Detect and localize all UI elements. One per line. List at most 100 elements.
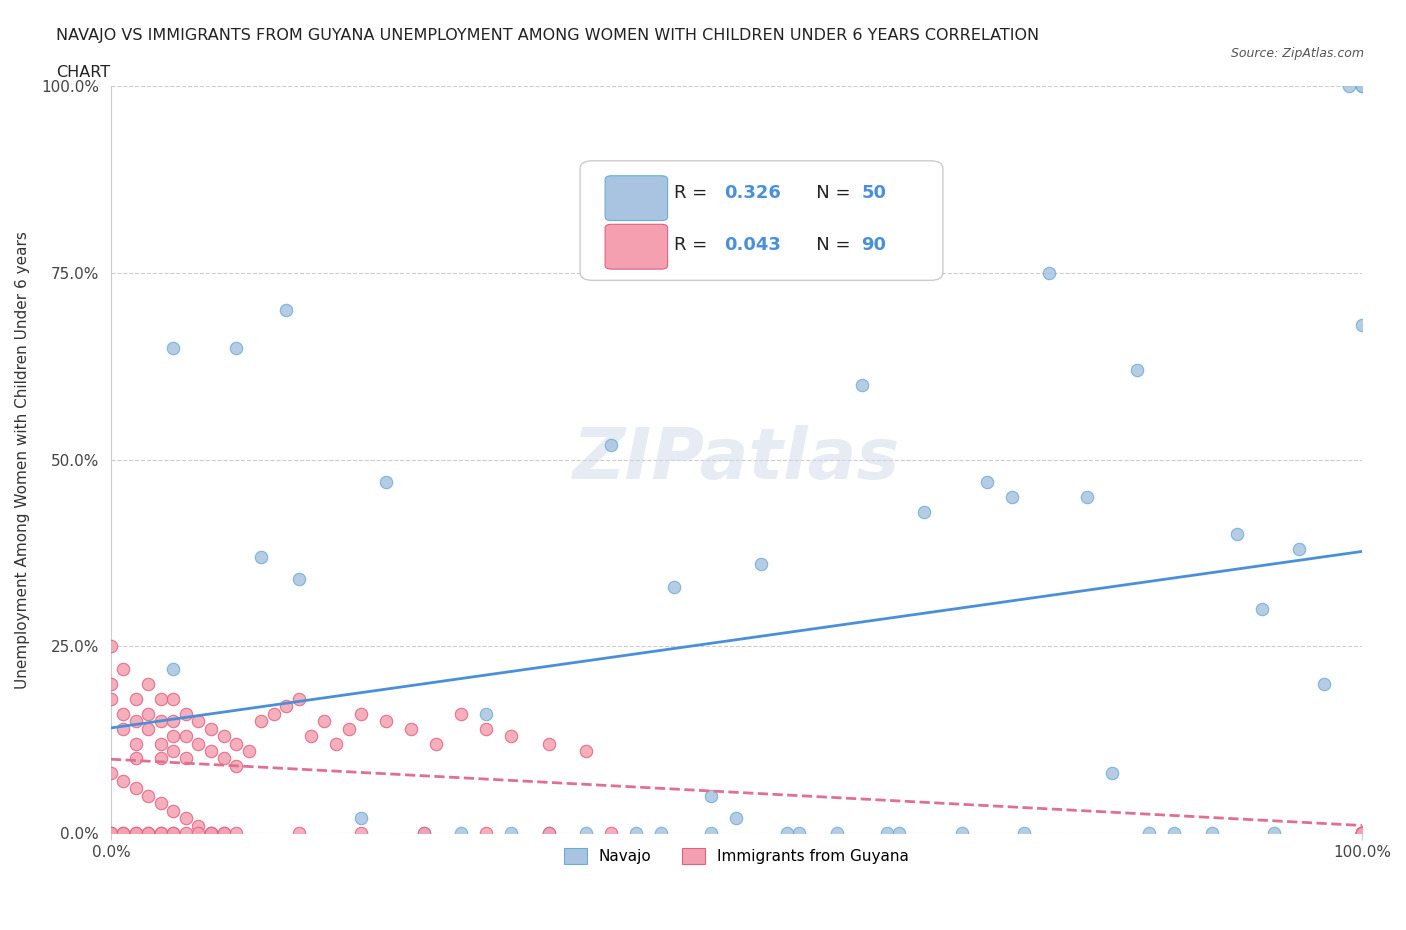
Point <box>112 826 135 841</box>
Point <box>149 713 172 728</box>
Text: N =: N = <box>799 236 856 254</box>
Point <box>1137 826 1160 841</box>
Point <box>1076 489 1098 504</box>
Point <box>1351 826 1374 841</box>
Text: 0.043: 0.043 <box>724 236 780 254</box>
Point <box>412 826 434 841</box>
FancyBboxPatch shape <box>605 224 668 269</box>
Point <box>537 826 560 841</box>
Point <box>162 713 184 728</box>
Point <box>662 579 685 594</box>
Point <box>650 826 672 841</box>
FancyBboxPatch shape <box>581 161 943 280</box>
Point <box>1351 826 1374 841</box>
Point <box>162 744 184 759</box>
Point <box>287 572 309 587</box>
Point <box>138 706 160 721</box>
Point <box>162 826 184 841</box>
Point <box>575 826 598 841</box>
Point <box>174 728 197 743</box>
Text: CHART: CHART <box>56 65 110 80</box>
Point <box>125 751 148 766</box>
Point <box>138 789 160 804</box>
Point <box>100 691 122 706</box>
Point <box>775 826 797 841</box>
Point <box>149 796 172 811</box>
Point <box>375 474 398 489</box>
Point <box>138 676 160 691</box>
Point <box>1313 676 1336 691</box>
Point <box>112 706 135 721</box>
Point <box>337 721 360 736</box>
Point <box>112 774 135 789</box>
Text: NAVAJO VS IMMIGRANTS FROM GUYANA UNEMPLOYMENT AMONG WOMEN WITH CHILDREN UNDER 6 : NAVAJO VS IMMIGRANTS FROM GUYANA UNEMPLO… <box>56 28 1039 43</box>
Point <box>200 826 222 841</box>
Point <box>976 474 998 489</box>
Point <box>1351 826 1374 841</box>
Point <box>225 736 247 751</box>
Point <box>100 676 122 691</box>
Point <box>600 437 623 452</box>
Point <box>700 826 723 841</box>
Point <box>412 826 434 841</box>
Point <box>149 691 172 706</box>
Point <box>174 826 197 841</box>
Point <box>1126 363 1149 378</box>
Point <box>787 826 810 841</box>
Point <box>912 504 935 519</box>
Point <box>149 826 172 841</box>
Point <box>138 826 160 841</box>
Point <box>887 826 910 841</box>
Point <box>450 706 472 721</box>
Point <box>112 661 135 676</box>
Text: ZIPatlas: ZIPatlas <box>572 425 900 494</box>
Point <box>149 826 172 841</box>
Point <box>212 728 235 743</box>
Point <box>100 826 122 841</box>
Point <box>375 713 398 728</box>
Point <box>450 826 472 841</box>
Point <box>1038 265 1060 280</box>
Point <box>950 826 973 841</box>
Point <box>187 826 209 841</box>
Text: Source: ZipAtlas.com: Source: ZipAtlas.com <box>1230 46 1364 60</box>
Point <box>125 713 148 728</box>
Point <box>112 826 135 841</box>
Point <box>1351 79 1374 94</box>
Point <box>174 811 197 826</box>
Point <box>149 736 172 751</box>
Point <box>225 340 247 355</box>
Point <box>250 713 273 728</box>
Point <box>162 804 184 818</box>
Point <box>725 811 748 826</box>
Point <box>851 378 873 392</box>
Point <box>475 826 498 841</box>
Legend: Navajo, Immigrants from Guyana: Navajo, Immigrants from Guyana <box>558 843 915 870</box>
Point <box>187 736 209 751</box>
Point <box>399 721 422 736</box>
Point <box>325 736 347 751</box>
Point <box>1201 826 1223 841</box>
Point <box>200 826 222 841</box>
Point <box>475 706 498 721</box>
Point <box>162 661 184 676</box>
Point <box>501 826 523 841</box>
Y-axis label: Unemployment Among Women with Children Under 6 years: Unemployment Among Women with Children U… <box>15 231 30 688</box>
Point <box>312 713 335 728</box>
Point <box>125 691 148 706</box>
Point <box>1226 527 1249 542</box>
Point <box>138 826 160 841</box>
Point <box>100 639 122 654</box>
Point <box>125 736 148 751</box>
Point <box>537 736 560 751</box>
Point <box>138 721 160 736</box>
Point <box>751 557 773 572</box>
Point <box>274 303 297 318</box>
Point <box>274 698 297 713</box>
Point <box>200 826 222 841</box>
Point <box>162 826 184 841</box>
Point <box>350 826 373 841</box>
Point <box>1351 79 1374 94</box>
Point <box>425 736 447 751</box>
Point <box>200 721 222 736</box>
